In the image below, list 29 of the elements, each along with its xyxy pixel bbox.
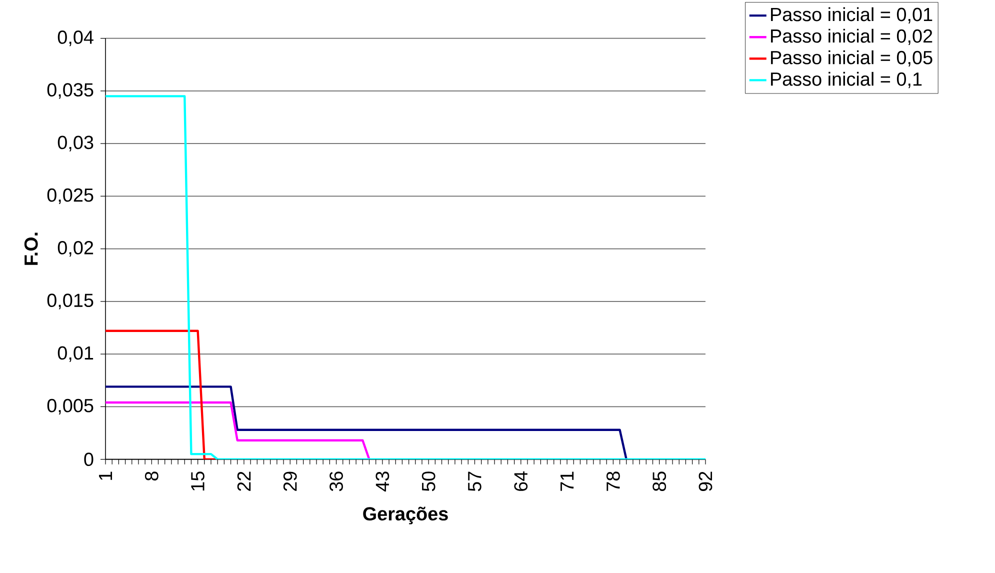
x-tick-label: 78 [606, 472, 620, 491]
y-tick-label: 0,02 [58, 240, 94, 257]
legend-label: Passo inicial = 0,05 [771, 50, 932, 67]
legend-label: Passo inicial = 0,02 [771, 28, 932, 45]
x-tick-label: 57 [468, 472, 482, 492]
x-tick-label: 36 [330, 472, 343, 492]
x-tick-label: 1 [99, 472, 112, 480]
y-tick-label: 0,03 [58, 136, 94, 152]
legend-label: Passo inicial = 0,01 [771, 7, 932, 24]
x-tick-label: 8 [144, 472, 158, 481]
y-tick-label: 0,04 [58, 30, 94, 46]
y-axis-title: F.O. [24, 232, 38, 265]
x-tick-label: 29 [283, 472, 297, 491]
legend-label: Passo inicial = 0,1 [771, 72, 922, 88]
x-axis-title: Gerações [363, 506, 448, 524]
x-tick-label: 15 [191, 472, 204, 490]
y-tick-label: 0,035 [47, 83, 94, 99]
y-tick-label: 0,01 [58, 346, 94, 362]
x-tick-label: 64 [514, 471, 528, 491]
x-tick-label: 22 [237, 472, 251, 491]
y-tick-label: 0,015 [47, 294, 94, 310]
x-tick-label: 43 [376, 472, 390, 492]
x-tick-label: 71 [560, 472, 574, 491]
x-tick-label: 85 [652, 472, 666, 492]
x-tick-label: 92 [698, 472, 712, 491]
y-tick-label: 0,005 [47, 398, 94, 415]
y-tick-label: 0,025 [47, 188, 94, 204]
y-tick-label: 0 [84, 452, 94, 466]
x-tick-label: 50 [422, 472, 436, 492]
